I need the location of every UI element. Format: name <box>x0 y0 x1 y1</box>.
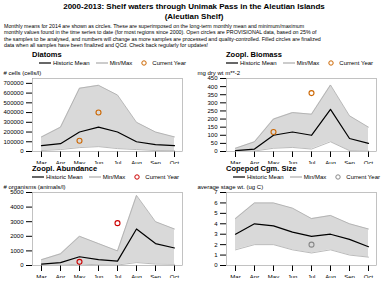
svg-text:Jun: Jun <box>94 274 104 278</box>
html-text:Historic Mean: Historic Mean <box>240 60 277 67</box>
svg-text:3000: 3000 <box>10 219 24 225</box>
svg-text:Jul: Jul <box>114 274 122 278</box>
html-text:Monthly means for 2014 are sho: Monthly means for 2014 are shown as circ… <box>4 23 321 48</box>
svg-text:1: 1 <box>214 252 218 258</box>
svg-text:Oct: Oct <box>364 160 374 164</box>
svg-text:5: 5 <box>214 210 218 216</box>
svg-text:100000: 100000 <box>3 139 24 145</box>
svg-text:350: 350 <box>207 92 218 98</box>
svg-text:average stage wt. (ug C): average stage wt. (ug C) <box>198 184 264 190</box>
svg-text:450: 450 <box>207 76 218 82</box>
html-text:Zoopl. Abundance: Zoopl. Abundance <box>32 164 98 174</box>
html-text:Diatoms: Diatoms <box>32 50 62 60</box>
html-text:Min/Max: Min/Max <box>303 174 327 181</box>
svg-text:0: 0 <box>214 149 218 155</box>
svg-text:0: 0 <box>20 149 24 155</box>
html-text:Min/Max: Min/Max <box>296 60 320 67</box>
html-text:Current Year: Current Year <box>339 60 374 67</box>
svg-text:Jun: Jun <box>288 274 298 278</box>
svg-text:Jun: Jun <box>94 160 104 164</box>
svg-text:Sep: Sep <box>344 160 355 164</box>
svg-text:3: 3 <box>214 231 218 237</box>
svg-text:May: May <box>268 274 279 278</box>
svg-text:200: 200 <box>207 116 218 122</box>
svg-text:mg dry wt m**-2: mg dry wt m**-2 <box>198 70 241 76</box>
svg-text:150: 150 <box>207 124 218 130</box>
svg-text:50: 50 <box>211 140 218 146</box>
svg-text:500000: 500000 <box>3 100 24 106</box>
svg-text:400: 400 <box>207 84 218 90</box>
svg-text:# organisms (animals/l): # organisms (animals/l) <box>4 184 66 190</box>
svg-text:Apr: Apr <box>56 160 65 164</box>
svg-text:Mar: Mar <box>36 160 46 164</box>
svg-text:600000: 600000 <box>3 90 24 96</box>
svg-text:Mar: Mar <box>36 274 46 278</box>
svg-text:Sep: Sep <box>150 274 161 278</box>
svg-text:5000: 5000 <box>10 190 24 196</box>
svg-text:4: 4 <box>214 221 218 227</box>
svg-text:May: May <box>74 274 85 278</box>
svg-text:May: May <box>74 160 85 164</box>
svg-text:100: 100 <box>207 132 218 138</box>
svg-text:7: 7 <box>214 190 218 196</box>
svg-text:Oct: Oct <box>170 274 180 278</box>
svg-text:300: 300 <box>207 100 218 106</box>
svg-text:May: May <box>268 160 279 164</box>
html-text:2000-2013: Shelf waters throug: 2000-2013: Shelf waters through Unimak P… <box>63 2 325 21</box>
svg-text:Mar: Mar <box>230 160 240 164</box>
svg-text:250: 250 <box>207 108 218 114</box>
svg-text:Jul: Jul <box>114 160 122 164</box>
svg-text:Jul: Jul <box>308 160 316 164</box>
svg-text:Aug: Aug <box>131 274 142 278</box>
svg-text:0: 0 <box>214 263 218 269</box>
svg-text:300000: 300000 <box>3 119 24 125</box>
svg-text:Mar: Mar <box>230 274 240 278</box>
svg-text:Oct: Oct <box>364 274 374 278</box>
svg-text:Aug: Aug <box>325 160 336 164</box>
svg-text:Apr: Apr <box>250 160 259 164</box>
svg-text:Apr: Apr <box>56 274 65 278</box>
html-text:Current Year: Current Year <box>152 60 186 67</box>
svg-text:# cells (cells/l): # cells (cells/l) <box>4 70 42 76</box>
html-text:Historic Mean: Historic Mean <box>52 60 90 67</box>
svg-text:Aug: Aug <box>325 274 336 278</box>
svg-text:700000: 700000 <box>3 80 24 86</box>
svg-text:Sep: Sep <box>150 160 161 164</box>
svg-text:2: 2 <box>214 242 218 248</box>
html-text:Historic Mean: Historic Mean <box>246 174 284 181</box>
svg-text:Sep: Sep <box>344 274 355 278</box>
svg-text:6: 6 <box>214 200 218 206</box>
html-text:Current Year: Current Year <box>346 174 380 181</box>
svg-text:0: 0 <box>20 263 24 269</box>
svg-text:Jul: Jul <box>308 274 316 278</box>
html-text:Current Year: Current Year <box>145 174 180 181</box>
svg-text:Oct: Oct <box>170 160 180 164</box>
svg-text:Aug: Aug <box>131 160 142 164</box>
html-text:Historic Mean: Historic Mean <box>46 174 83 181</box>
svg-text:4000: 4000 <box>10 204 24 210</box>
html-text:Zoopl. Biomass: Zoopl. Biomass <box>226 50 282 60</box>
svg-text:Apr: Apr <box>250 274 259 278</box>
html-text:Copepod Cgm. Size: Copepod Cgm. Size <box>226 164 297 174</box>
svg-text:400000: 400000 <box>3 110 24 116</box>
html-text:Min/Max: Min/Max <box>102 174 126 181</box>
svg-text:2000: 2000 <box>10 233 24 239</box>
svg-text:Jun: Jun <box>288 160 298 164</box>
svg-text:1000: 1000 <box>10 248 24 254</box>
svg-text:200000: 200000 <box>3 129 24 135</box>
html-text:Min/Max: Min/Max <box>109 60 133 67</box>
